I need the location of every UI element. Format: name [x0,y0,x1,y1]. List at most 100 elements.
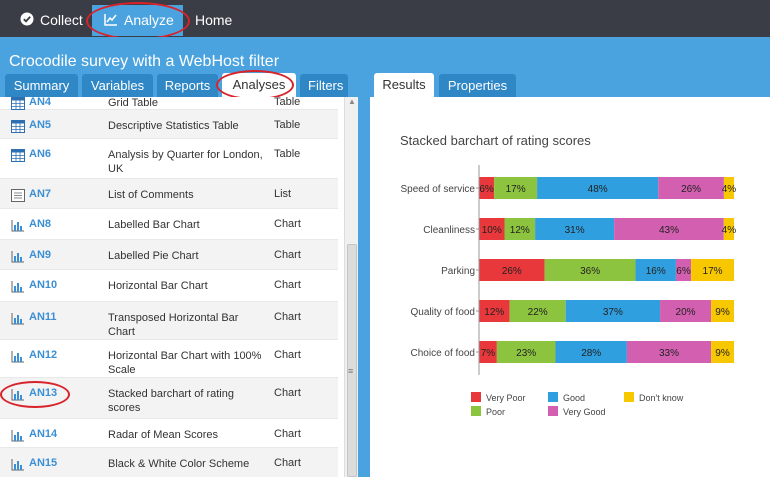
bar-segment [494,177,538,199]
analysis-id[interactable]: AN4 [29,97,52,108]
analysis-name: List of Comments [108,189,194,201]
table-icon [11,149,25,162]
analysis-id[interactable]: AN6 [29,148,52,160]
analysis-type: Chart [274,349,301,361]
collect-button[interactable]: Collect [20,6,83,34]
analysis-id[interactable]: AN12 [29,349,58,361]
legend-label: Very Good [563,407,606,417]
data-label: 26% [681,184,701,195]
bar-segment [509,300,566,322]
list-item[interactable]: AN10 Horizontal Bar Chart Chart [0,270,338,302]
analysis-id[interactable]: AN11 [29,311,57,323]
bar-segment [496,341,556,363]
tab-variables[interactable]: Variables [82,74,153,97]
data-label: 31% [565,225,585,236]
analysis-type: Table [274,97,301,108]
bar-segment [614,218,724,240]
list-item[interactable]: AN12 Horizontal Bar Chart with 100% Scale… [0,340,338,378]
bar-segment [479,341,497,363]
project-title: Crocodile survey with a WebHost filter [9,53,280,70]
data-label: 20% [676,307,696,318]
legend-label: Don't know [639,393,684,403]
legend-swatch [548,392,558,402]
bar-segment [723,218,734,240]
analysis-id[interactable]: AN7 [29,188,52,200]
data-label: 12% [510,225,530,236]
chart-icon [11,388,25,401]
analysis-id[interactable]: AN5 [29,119,52,131]
legend-swatch [624,392,634,402]
data-label: 33% [659,348,679,359]
bar-segment [479,177,495,199]
data-label: 16% [646,266,666,277]
table-icon [11,97,25,110]
analysis-id[interactable]: AN15 [29,457,58,469]
list-item[interactable]: AN4 Grid Table Table [0,97,338,110]
data-label: 4% [722,184,737,195]
analysis-id[interactable]: AN8 [29,218,52,230]
data-label: 48% [588,184,608,195]
list-icon [11,189,25,202]
panel-splitter[interactable] [358,97,370,477]
data-label: 4% [722,225,737,236]
data-label: 17% [506,184,526,195]
analysis-name: Descriptive Statistics Table [108,120,239,132]
analysis-type: Chart [274,428,301,440]
analysis-id[interactable]: AN10 [29,279,58,291]
data-label: 23% [516,348,536,359]
table-icon [11,120,25,133]
analysis-type: Chart [274,218,301,230]
tab-analyses[interactable]: Analyses [222,73,296,97]
list-item[interactable]: AN11 Transposed Horizontal Bar Chart Chart [0,302,338,340]
bar-segment [711,341,734,363]
analysis-name: Labelled Bar Chart [108,219,200,231]
tab-reports[interactable]: Reports [157,74,218,97]
list-item[interactable]: AN15 Black & White Color Scheme Chart [0,448,338,477]
home-button[interactable]: Home [195,6,232,34]
analysis-name: Black & White Color Scheme [108,458,250,470]
list-item[interactable]: AN14 Radar of Mean Scores Chart [0,419,338,448]
category-label: Choice of food [411,348,476,359]
list-item[interactable]: AN8 Labelled Bar Chart Chart [0,209,338,240]
analysis-type: Table [274,119,301,131]
line-chart-icon [104,6,118,37]
chart-icon [11,250,25,263]
legend-label: Poor [486,407,505,417]
list-item[interactable]: AN6 Analysis by Quarter for London, UK Tab… [0,139,338,179]
analysis-id[interactable]: AN14 [29,428,58,440]
list-item[interactable]: AN13 Stacked barchart of rating scores Cha… [0,378,338,419]
bar-segment [537,177,659,199]
analyze-button[interactable]: Analyze [92,5,183,36]
data-label: 17% [703,266,723,277]
bar-segment [658,177,724,199]
analysis-id[interactable]: AN13 [29,387,58,399]
legend-label: Very Poor [486,393,526,403]
list-item[interactable]: AN9 Labelled Pie Chart Chart [0,240,338,270]
list-item[interactable]: AN5 Descriptive Statistics Table Table [0,110,338,139]
chart-title: Stacked barchart of rating scores [400,133,591,148]
stacked-bar-chart: Speed of service 6% 17% 48% 26% 4%Cleanliness… [401,165,737,417]
data-label: 26% [502,266,522,277]
grip-icon: ≡ [348,366,354,376]
tab-summary[interactable]: Summary [5,74,78,97]
legend-swatch [471,392,481,402]
category-label: Cleanliness [423,225,475,236]
data-label: 9% [715,307,730,318]
chart-icon [11,312,25,325]
list-item[interactable]: AN7 List of Comments List [0,179,338,209]
analysis-name: Stacked barchart of rating scores [108,388,234,414]
analysis-type: Chart [274,279,301,291]
data-label: 10% [482,225,502,236]
analysis-name: Analysis by Quarter for London, UK [108,149,263,175]
analysis-id[interactable]: AN9 [29,249,52,261]
tab-properties[interactable]: Properties [439,74,516,97]
tab-results[interactable]: Results [374,73,434,97]
analysis-name: Radar of Mean Scores [108,429,219,441]
scroll-up-arrow-icon[interactable]: ▲ [348,97,356,106]
data-label: 43% [659,225,679,236]
top-nav-bar: Collect Analyze Home [0,0,770,37]
bar-segment [635,259,676,281]
scrollbar[interactable]: ▲ ≡ [344,97,358,477]
scrollbar-thumb[interactable] [347,244,357,477]
tab-filters[interactable]: Filters [300,74,348,97]
